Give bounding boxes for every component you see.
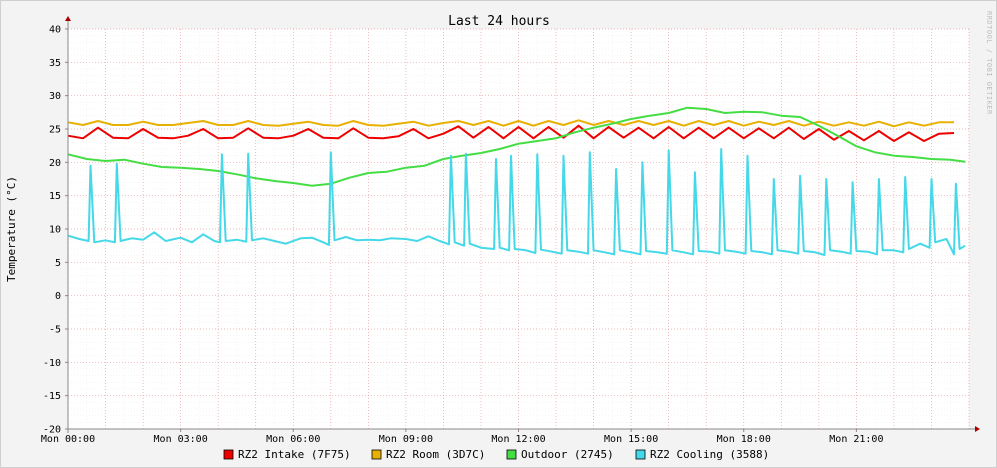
grid xyxy=(67,28,970,430)
legend-swatch-0 xyxy=(223,449,234,460)
axes xyxy=(65,16,980,433)
x-tick-label: Mon 12:00 xyxy=(491,434,545,445)
legend-label-0: RZ2 Intake (7F75) xyxy=(238,448,351,461)
series-layer xyxy=(67,106,966,256)
x-tick-label: Mon 00:00 xyxy=(41,434,95,445)
legend-label-2: Outdoor (2745) xyxy=(521,448,614,461)
legend-swatch-2 xyxy=(506,449,517,460)
y-axis-arrow xyxy=(65,16,71,21)
y-tick-label: 20 xyxy=(49,158,61,169)
x-tick-label: Mon 15:00 xyxy=(604,434,658,445)
chart-title: Last 24 hours xyxy=(448,14,550,29)
legend-label-1: RZ2 Room (3D7C) xyxy=(386,448,485,461)
y-tick-label: 10 xyxy=(49,225,61,236)
x-tick-label: Mon 06:00 xyxy=(266,434,320,445)
y-tick-label: 40 xyxy=(49,25,61,36)
series-line-2 xyxy=(67,106,966,187)
legend: RZ2 Intake (7F75) RZ2 Room (3D7C) Outdoor … xyxy=(223,448,769,461)
x-tick-label: Mon 21:00 xyxy=(829,434,883,445)
legend-swatch-3 xyxy=(635,449,646,460)
series-line-3 xyxy=(67,148,966,256)
x-tick-label: Mon 09:00 xyxy=(379,434,433,445)
series-line-0 xyxy=(67,124,955,142)
series-line-1 xyxy=(67,119,954,128)
y-tick-label: 35 xyxy=(49,58,61,69)
y-tick-label: -15 xyxy=(43,391,61,402)
x-tick-label: Mon 03:00 xyxy=(154,434,208,445)
y-tick-label: 5 xyxy=(55,258,61,269)
y-tick-label: -20 xyxy=(43,425,61,436)
watermark: RRDTOOL / TOBI OETIKER xyxy=(985,11,993,115)
y-tick-label: 0 xyxy=(55,291,61,302)
y-tick-label: 25 xyxy=(49,125,61,136)
legend-swatch-1 xyxy=(371,449,382,460)
y-tick-label: -10 xyxy=(43,358,61,369)
y-axis-label: Temperature (°C) xyxy=(5,176,18,282)
y-tick-label: -5 xyxy=(49,325,61,336)
x-axis-arrow xyxy=(975,426,980,432)
legend-label-3: RZ2 Cooling (3588) xyxy=(650,448,769,461)
y-tick-label: 15 xyxy=(49,191,61,202)
y-tick-label: 30 xyxy=(49,91,61,102)
x-tick-label: Mon 18:00 xyxy=(717,434,771,445)
